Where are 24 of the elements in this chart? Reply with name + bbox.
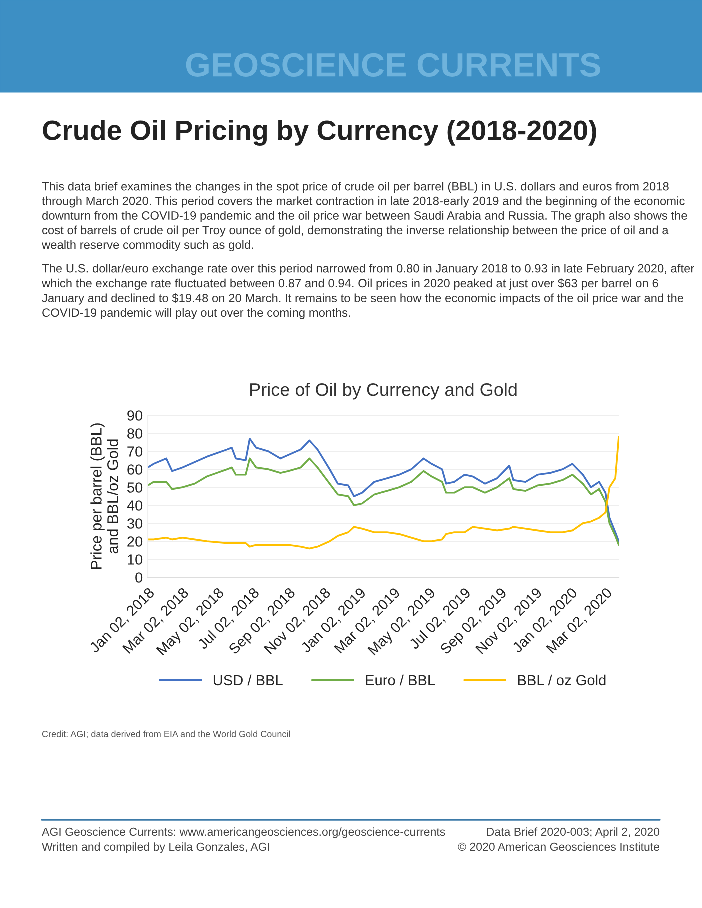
chart-title: Price of Oil by Currency and Gold bbox=[250, 382, 517, 400]
y-tick-label: 10 bbox=[128, 554, 143, 565]
text: Credit: AGI; data derived from EIA and the World Gold Council bbox=[42, 730, 290, 738]
text: The U.S. dollar/euro exchange rate over this period narrowed from 0.80 in January 2018 to 0.93 in late February 2020, after which the exchange rate fluctuated between 0.87 and 0.94. Oil prices in 2020 peaked at just over $63 per barrel on 6 January and declined to $19.48 on 20 March. It remains to be seen how the economic impacts of the oil price war and the COVID-19 pandemic will play out over the coming months. bbox=[42, 264, 694, 320]
legend-label: USD / BBL bbox=[214, 674, 283, 686]
y-tick-label: 40 bbox=[127, 500, 143, 511]
legend-label: BBL / oz Gold bbox=[518, 674, 606, 686]
y-tick-label: 0 bbox=[136, 572, 143, 583]
text: © 2020 American Geosciences Institute bbox=[458, 842, 660, 852]
y-axis-title: Price per barrel (BBL) and BBL/oz Gold bbox=[90, 424, 118, 570]
text: This data brief examines the changes in the spot price of crude oil per barrel (BBL) in U.S. dollars and euros from 2018 through March 2020. This period covers the market contraction in late 2018-early 2019 and the beginning of the economic downturn from the COVID-19 pandemic and the oil price war between Saudi Arabia and Russia. The graph also shows the cost of barrels of crude oil per Troy ounce of gold, demonstrating the inverse relationship between the price of oil and a wealth reserve commodity such as gold. bbox=[42, 182, 688, 252]
y-tick-label: 30 bbox=[127, 518, 143, 529]
y-tick-label: 90 bbox=[128, 410, 143, 421]
text: Data Brief 2020-003; April 2, 2020 bbox=[487, 828, 660, 838]
legend-label: Euro / BBL bbox=[366, 674, 436, 686]
y-tick-label: 60 bbox=[128, 464, 143, 475]
y-tick-label: 50 bbox=[128, 482, 143, 493]
y-tick-label: 80 bbox=[128, 428, 143, 439]
line-series bbox=[148, 458, 619, 546]
y-tick-label: 70 bbox=[128, 446, 143, 457]
text: Crude Oil Pricing by Currency (2018-2020) bbox=[43, 120, 596, 146]
y-tick-label: 20 bbox=[128, 536, 143, 547]
text: Written and compiled by Leila Gonzales, AGI bbox=[42, 842, 270, 854]
text: AGI Geoscience Currents: www.americangeosciences.org/geoscience-currents bbox=[42, 828, 446, 838]
